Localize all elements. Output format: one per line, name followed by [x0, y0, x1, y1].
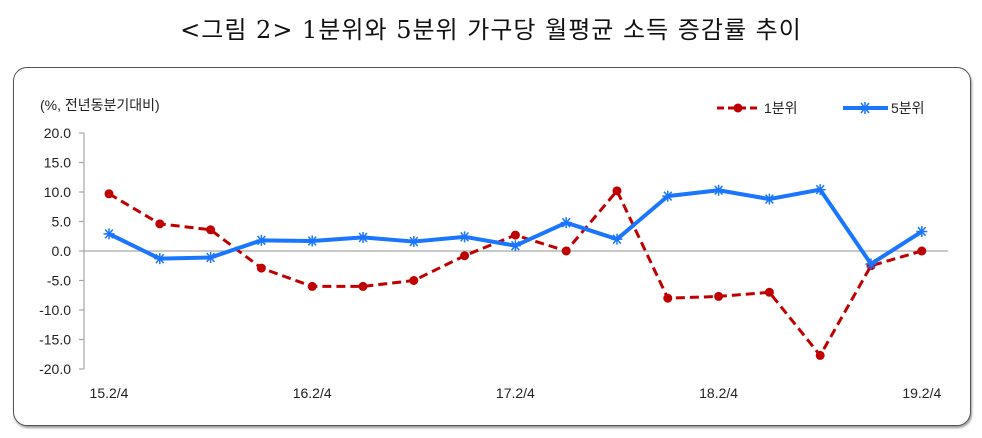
y-tick-label: -10.0	[39, 302, 71, 318]
marker-circle	[409, 276, 419, 285]
series-q5	[103, 184, 928, 270]
marker-circle	[256, 263, 266, 273]
marker-asterisk	[713, 184, 725, 196]
marker-circle	[307, 281, 317, 291]
marker-circle	[663, 293, 673, 303]
marker-asterisk	[916, 226, 928, 238]
chart-title: <그림 2> 1분위와 5분위 가구당 월평균 소득 증감률 추이	[180, 16, 802, 44]
marker-circle	[612, 186, 622, 196]
y-tick-label: -20.0	[39, 361, 71, 377]
marker-circle	[104, 189, 114, 199]
x-tick-label: 17.2/4	[496, 385, 535, 401]
marker-asterisk	[255, 234, 267, 246]
marker-circle	[561, 246, 571, 256]
legend-label: 1분위	[764, 100, 798, 116]
x-tick-label: 18.2/4	[699, 385, 738, 401]
marker-asterisk	[560, 217, 572, 229]
y-tick-label: -5.0	[47, 273, 71, 289]
line-q1	[108, 188, 923, 359]
y-unit-label: (%, 전년동분기대비)	[40, 97, 160, 113]
marker-asterisk	[865, 258, 877, 270]
marker-circle	[206, 225, 216, 235]
marker-circle	[917, 246, 927, 256]
marker-asterisk	[611, 233, 623, 245]
marker-circle	[510, 230, 520, 240]
chart-frame	[13, 67, 971, 426]
marker-asterisk	[154, 253, 166, 265]
marker-circle	[714, 291, 724, 301]
marker-asterisk	[205, 251, 217, 263]
y-tick-label: 15.0	[44, 155, 71, 171]
y-tick-label: 5.0	[52, 214, 72, 230]
marker-circle	[460, 251, 470, 261]
marker-asterisk	[357, 231, 369, 243]
legend-label: 5분위	[891, 100, 925, 116]
y-tick-label: 0.0	[52, 243, 72, 259]
y-tick-label: -15.0	[39, 332, 71, 348]
marker-asterisk	[763, 193, 775, 205]
legend-asterisk-icon	[860, 102, 870, 114]
legend: 1분위 5분위	[717, 100, 925, 116]
marker-asterisk	[459, 231, 471, 243]
line-q5	[108, 187, 923, 266]
series-q1	[104, 186, 927, 360]
marker-asterisk	[814, 184, 826, 196]
marker-circle	[358, 281, 368, 291]
marker-asterisk	[103, 228, 115, 240]
legend-item-q5: 5분위	[843, 100, 925, 116]
marker-asterisk	[408, 236, 420, 248]
x-tick-label: 19.2/4	[902, 385, 941, 401]
legend-circle-icon	[733, 103, 743, 113]
x-tick-label: 15.2/4	[90, 385, 129, 401]
y-tick-label: 10.0	[44, 184, 71, 200]
marker-circle	[155, 219, 165, 229]
y-tick-label: 20.0	[44, 125, 71, 141]
marker-circle	[764, 287, 774, 297]
marker-asterisk	[509, 240, 521, 252]
legend-item-q1: 1분위	[717, 100, 798, 116]
x-tick-label: 16.2/4	[293, 385, 332, 401]
marker-asterisk	[306, 235, 318, 247]
marker-circle	[815, 350, 825, 360]
marker-asterisk	[662, 190, 674, 202]
